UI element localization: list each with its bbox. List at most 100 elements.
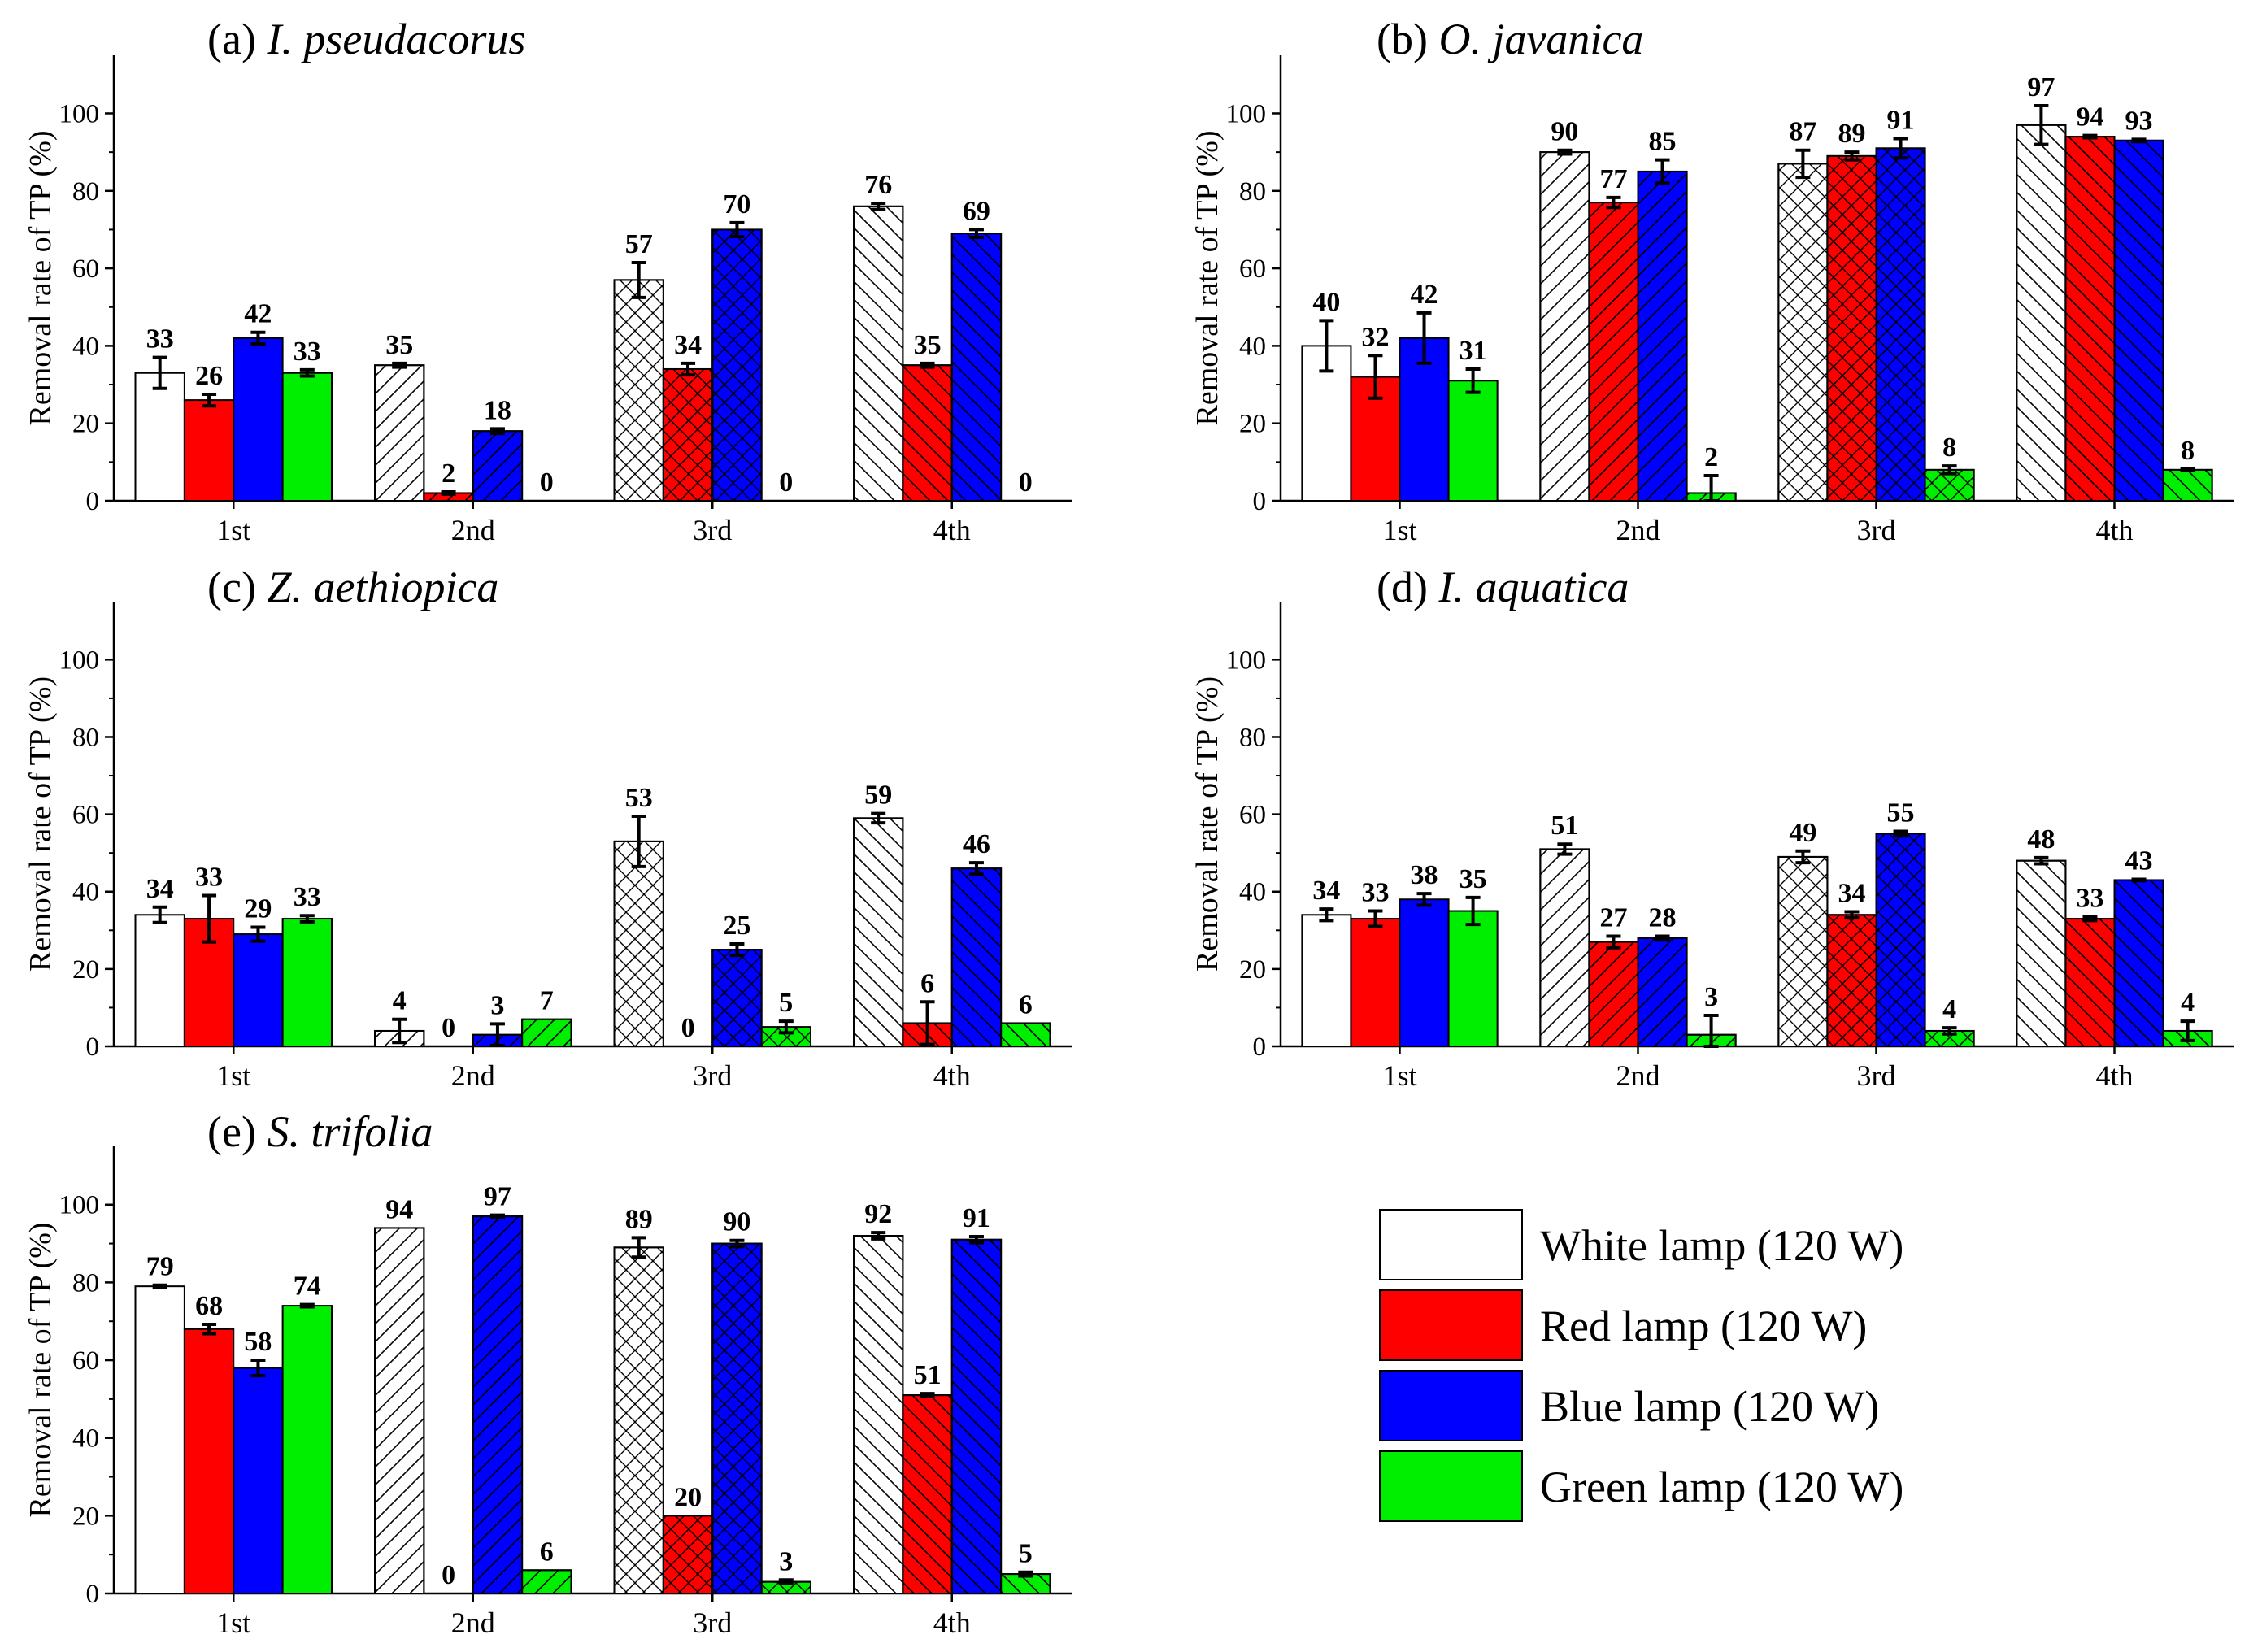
panel-a: (a) I. pseudacorus Removal rate of TP (%)… <box>24 15 1072 546</box>
y-tick-label: 40 <box>1239 878 1266 907</box>
data-label: 76 <box>864 170 892 200</box>
bar-hatch <box>1539 151 1590 502</box>
bar-hatch <box>711 1242 763 1594</box>
y-tick-label: 40 <box>72 878 99 907</box>
data-label: 5 <box>779 988 793 1018</box>
panel-label: (d) <box>1377 563 1438 611</box>
x-tick-label: 1st <box>216 514 250 546</box>
bar-hatch <box>1777 855 1829 1047</box>
data-label: 53 <box>625 783 653 813</box>
data-label: 29 <box>244 893 272 924</box>
bar-blue <box>233 933 284 1048</box>
panel-label: (c) <box>207 563 267 611</box>
data-label: 33 <box>294 337 321 367</box>
bar-red <box>183 1328 235 1594</box>
bar-white <box>134 372 185 502</box>
legend-swatch-red <box>1379 1289 1523 1361</box>
y-tick-label: 80 <box>72 723 99 752</box>
bar-blue <box>233 337 284 502</box>
panel-species: S. trifolia <box>267 1107 433 1156</box>
data-label: 91 <box>1887 105 1915 135</box>
data-label: 91 <box>963 1203 990 1233</box>
data-label: 3 <box>490 990 504 1020</box>
x-tick-label: 4th <box>2095 514 2133 546</box>
y-axis-label: Removal rate of TP (%) <box>1190 130 1225 425</box>
panel-title: (c) Z. aethiopica <box>207 563 498 611</box>
data-label: 0 <box>779 467 793 498</box>
panel-label: (e) <box>207 1107 267 1156</box>
data-label: 6 <box>540 1537 554 1567</box>
x-tick-label: 2nd <box>451 1606 495 1639</box>
data-label: 38 <box>1411 860 1438 890</box>
data-label: 33 <box>195 862 223 892</box>
data-label: 94 <box>385 1194 413 1224</box>
panel-species: I. pseudacorus <box>266 15 525 63</box>
bar-hatch <box>521 1018 572 1047</box>
panel-title: (d) I. aquatica <box>1377 563 1629 611</box>
bar-hatch <box>2016 859 2067 1048</box>
data-label: 26 <box>195 361 223 391</box>
y-tick-label: 20 <box>1239 410 1266 439</box>
data-label: 68 <box>195 1291 223 1321</box>
data-label: 4 <box>2181 988 2195 1018</box>
x-tick-label: 3rd <box>1857 1059 1896 1092</box>
panel-e: (e) S. trifolia Removal rate of TP (%) 0 20… <box>24 1107 1072 1639</box>
data-label: 48 <box>2027 824 2055 854</box>
x-tick-label: 1st <box>1382 514 1416 546</box>
y-tick-label: 100 <box>1226 99 1267 128</box>
bar-hatch <box>472 1215 524 1594</box>
y-tick-label: 60 <box>72 254 99 284</box>
data-label: 28 <box>1649 902 1677 933</box>
x-tick-label: 3rd <box>1857 514 1896 546</box>
bar-white <box>134 1285 185 1595</box>
y-tick-label: 80 <box>72 1268 99 1298</box>
data-label: 35 <box>1459 864 1487 894</box>
data-label: 8 <box>2181 436 2195 466</box>
data-label: 77 <box>1599 164 1627 194</box>
data-label: 93 <box>2125 106 2153 136</box>
bar-hatch <box>853 817 904 1048</box>
y-axis-label: Removal rate of TP (%) <box>24 130 58 425</box>
data-label: 34 <box>674 330 702 360</box>
legend-swatch-white <box>1379 1209 1523 1280</box>
panel-species: Z. aethiopica <box>267 563 498 611</box>
bar-white <box>134 914 185 1048</box>
panel-title: (a) I. pseudacorus <box>207 15 525 63</box>
bar-hatch <box>1637 937 1688 1047</box>
data-label: 3 <box>779 1546 793 1576</box>
bar-hatch <box>1588 202 1639 502</box>
data-label: 59 <box>864 780 892 811</box>
x-tick-label: 2nd <box>451 514 495 546</box>
data-label: 33 <box>146 324 174 354</box>
data-label: 3 <box>1704 982 1718 1012</box>
data-label: 79 <box>146 1252 174 1282</box>
data-label: 18 <box>484 395 511 425</box>
data-label: 85 <box>1649 127 1677 157</box>
bar-red <box>1350 918 1401 1047</box>
data-label: 89 <box>1838 119 1865 149</box>
data-label: 33 <box>2076 884 2103 914</box>
data-label: 97 <box>484 1182 511 1212</box>
x-tick-label: 4th <box>933 1606 971 1639</box>
bar-hatch <box>711 228 763 502</box>
y-tick-label: 40 <box>1239 332 1266 361</box>
data-label: 2 <box>1704 442 1718 472</box>
bar-hatch <box>374 364 425 502</box>
y-tick-label: 40 <box>72 1424 99 1454</box>
legend: White lamp (120 W) Red lamp (120 W) Blue l… <box>1379 1209 1903 1522</box>
data-label: 0 <box>1019 467 1033 498</box>
y-tick-label: 0 <box>1253 487 1267 516</box>
data-label: 0 <box>540 467 554 498</box>
data-label: 34 <box>1312 876 1340 906</box>
data-label: 31 <box>1459 336 1487 366</box>
y-tick-label: 40 <box>72 332 99 361</box>
data-label: 43 <box>2125 846 2153 876</box>
y-tick-label: 0 <box>86 1032 100 1062</box>
y-tick-label: 0 <box>1253 1032 1267 1062</box>
data-label: 42 <box>1411 280 1438 310</box>
legend-label-blue: Blue lamp (120 W) <box>1540 1382 1879 1431</box>
bar-hatch <box>2064 918 2116 1047</box>
data-label: 94 <box>2076 102 2103 133</box>
bar-hatch <box>374 1227 425 1595</box>
